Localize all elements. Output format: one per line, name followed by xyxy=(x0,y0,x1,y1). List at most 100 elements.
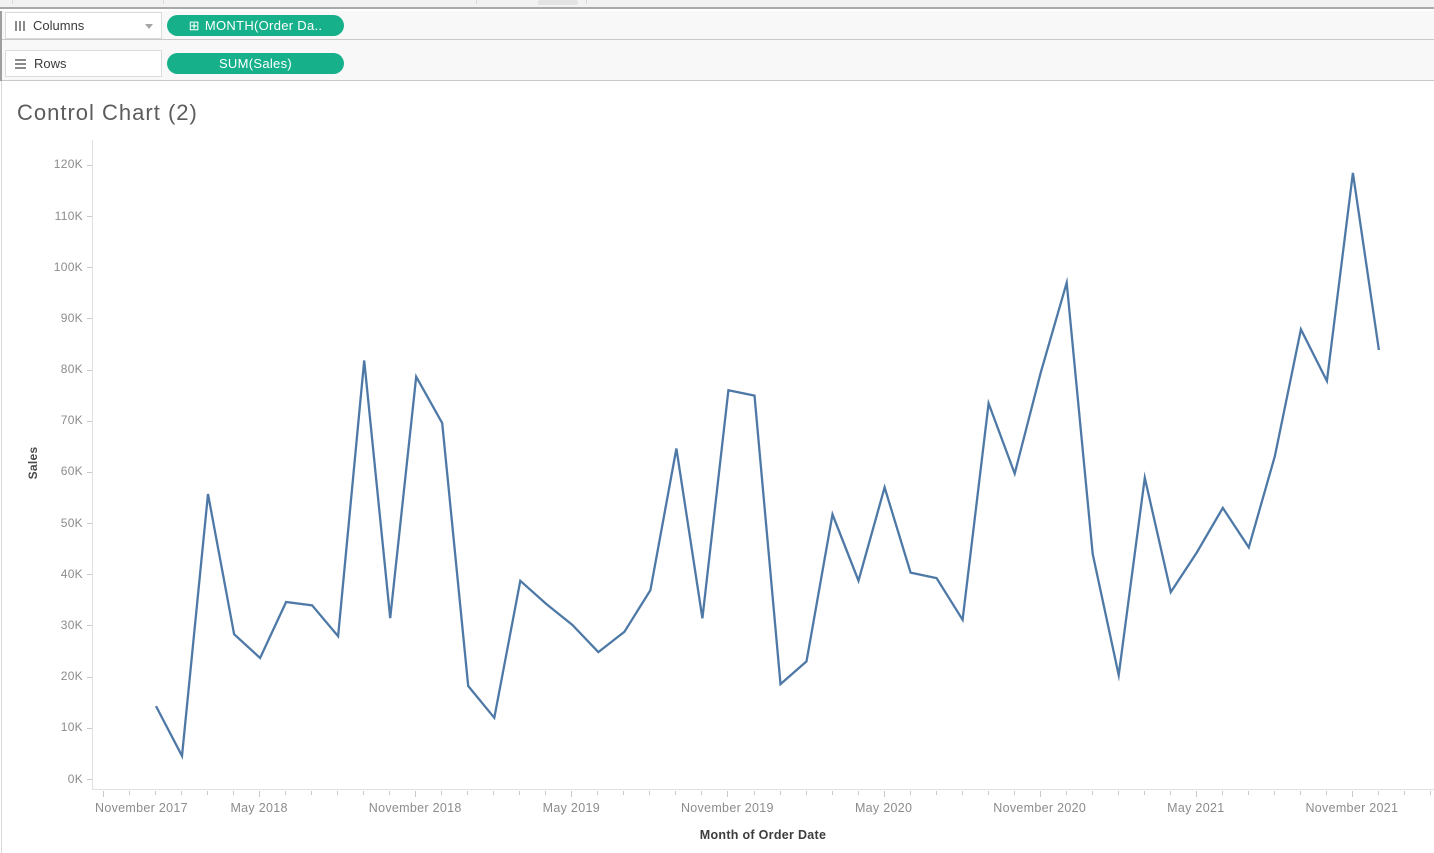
rows-shelf-header[interactable]: Rows xyxy=(5,50,162,77)
y-tick-label: 10K xyxy=(60,720,83,735)
x-tick-mark xyxy=(779,791,781,795)
x-tick-mark xyxy=(181,791,182,795)
x-tick-mark xyxy=(883,791,885,797)
sales-line-chart[interactable] xyxy=(93,140,1434,790)
toolbar-separator xyxy=(476,0,477,4)
y-tick-label: 70K xyxy=(60,413,83,428)
y-tick-label: 50K xyxy=(60,515,83,530)
sum-sales-pill[interactable]: SUM(Sales) xyxy=(167,53,344,74)
x-tick-mark xyxy=(155,791,156,795)
x-tick-mark xyxy=(233,791,235,795)
sales-line-series[interactable] xyxy=(154,172,1381,760)
y-tick-label: 100K xyxy=(53,259,83,274)
x-tick-mark xyxy=(103,791,104,797)
toolbar-edge-strip xyxy=(0,0,1434,9)
x-axis-title: Month of Order Date xyxy=(699,828,827,842)
y-tick-mark xyxy=(87,318,92,320)
x-tick-mark xyxy=(1221,791,1223,795)
x-tick-mark xyxy=(389,791,391,795)
y-tick-mark xyxy=(87,471,92,473)
x-tick-label: November 2018 xyxy=(368,801,462,815)
y-tick-mark xyxy=(87,420,92,422)
x-tick-mark xyxy=(337,791,339,795)
y-tick-label: 80K xyxy=(60,362,83,377)
y-tick-mark xyxy=(87,267,92,269)
month-order-date-pill[interactable]: ⊞ MONTH(Order Da.. xyxy=(167,15,344,36)
x-tick-mark xyxy=(1273,791,1275,795)
sheet-title: Control Chart (2) xyxy=(17,100,198,125)
x-tick-label: May 2019 xyxy=(542,801,600,815)
rows-icon xyxy=(15,58,26,69)
x-tick-mark xyxy=(701,791,703,795)
x-tick-mark xyxy=(1325,791,1327,795)
x-tick-mark xyxy=(1013,791,1015,795)
rows-shelf-label: Rows xyxy=(34,56,67,71)
toolbar-separator xyxy=(586,0,587,4)
y-tick-mark xyxy=(87,369,92,371)
x-tick-label: November 2021 xyxy=(1305,801,1399,815)
x-tick-mark xyxy=(285,791,287,795)
x-tick-label: May 2018 xyxy=(230,801,288,815)
toolbar-button-remnant xyxy=(538,0,578,5)
x-tick-mark xyxy=(1247,791,1249,795)
x-tick-mark xyxy=(519,791,521,795)
y-tick-label: 90K xyxy=(60,310,83,325)
x-tick-mark xyxy=(363,791,365,795)
y-tick-mark xyxy=(87,625,92,627)
y-tick-label: 20K xyxy=(60,669,83,684)
x-tick-label: November 2020 xyxy=(993,801,1087,815)
x-tick-mark xyxy=(597,791,599,795)
month-order-date-pill-label: MONTH(Order Da.. xyxy=(204,18,323,33)
x-tick-mark xyxy=(1169,791,1171,795)
x-tick-mark xyxy=(1377,791,1379,795)
x-tick-mark xyxy=(441,791,443,795)
x-tick-mark xyxy=(1039,791,1041,797)
pane-divider xyxy=(1,81,2,853)
x-tick-mark xyxy=(1065,791,1067,795)
x-tick-mark xyxy=(909,791,911,795)
toolbar-separator xyxy=(12,0,13,4)
columns-shelf-label: Columns xyxy=(33,18,85,33)
y-tick-label: 40K xyxy=(60,566,83,581)
x-tick-mark xyxy=(415,791,417,797)
x-tick-mark xyxy=(1117,791,1119,795)
x-tick-label: May 2020 xyxy=(854,801,913,815)
x-tick-mark xyxy=(935,791,937,795)
y-tick-mark xyxy=(87,216,92,218)
x-tick-mark xyxy=(727,791,729,797)
y-tick-label: 60K xyxy=(60,464,83,479)
x-tick-label: November 2019 xyxy=(680,801,774,815)
x-tick-mark xyxy=(129,791,130,795)
x-tick-mark xyxy=(207,791,208,795)
x-tick-mark xyxy=(987,791,989,795)
y-tick-mark xyxy=(87,523,92,525)
x-tick-mark xyxy=(623,791,625,795)
x-tick-mark xyxy=(1351,791,1353,797)
pane-divider xyxy=(0,11,2,81)
y-tick-label: 0K xyxy=(67,771,83,786)
x-tick-mark xyxy=(961,791,963,795)
x-tick-mark xyxy=(467,791,469,795)
x-tick-mark xyxy=(675,791,677,795)
y-tick-label: 30K xyxy=(60,617,83,632)
y-tick-mark xyxy=(87,574,92,576)
y-tick-mark xyxy=(87,727,92,729)
chevron-down-icon[interactable] xyxy=(145,24,153,29)
y-tick-mark xyxy=(87,164,92,166)
x-tick-mark xyxy=(545,791,547,795)
x-tick-mark xyxy=(805,791,807,795)
x-tick-mark xyxy=(571,791,573,797)
y-tick-label: 110K xyxy=(54,208,83,223)
y-tick-mark xyxy=(87,779,92,780)
x-tick-mark xyxy=(1430,791,1431,795)
x-tick-label: November 2017 xyxy=(95,801,188,815)
x-tick-mark xyxy=(1404,791,1405,795)
y-tick-mark xyxy=(87,676,92,678)
x-tick-mark xyxy=(753,791,755,795)
x-tick-mark xyxy=(649,791,651,795)
x-tick-mark xyxy=(259,791,261,797)
y-tick-label: 120K xyxy=(53,157,83,172)
chart-plot-area[interactable] xyxy=(92,140,1434,790)
columns-shelf-header[interactable]: Columns xyxy=(5,12,162,39)
expand-hierarchy-icon[interactable]: ⊞ xyxy=(188,17,200,33)
